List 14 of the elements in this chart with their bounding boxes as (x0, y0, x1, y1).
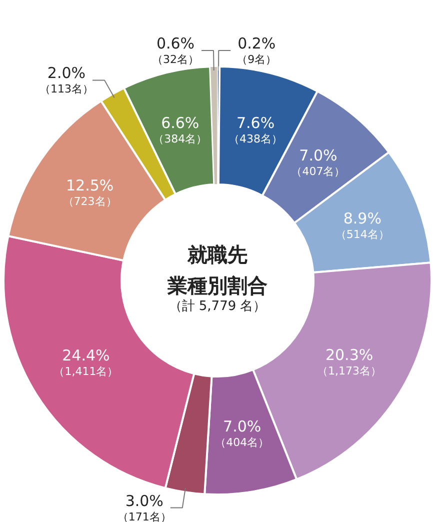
data-label: 0.2% （9名） (236, 34, 277, 66)
data-label: 20.3% （1,173名） (317, 346, 382, 378)
data-label: 7.0% （404名） (215, 418, 270, 450)
data-label: 3.0% （171名） (117, 492, 172, 522)
text: 就職先業種別割合 (166, 242, 268, 298)
data-label: 8.9% （514名） (335, 209, 390, 241)
data-label: 7.6% （438名） (228, 114, 283, 146)
data-label: 2.0% （113名） (39, 64, 94, 96)
data-label: 7.0% （407名） (291, 146, 346, 178)
text: （計 5,779 名） (168, 299, 266, 314)
data-label: 24.4% （1,411名） (54, 346, 118, 378)
data-label: 6.6% （384名） (153, 114, 208, 146)
data-label: 0.6% （32名） (152, 34, 199, 66)
data-label: 12.5% （723名） (62, 176, 117, 208)
